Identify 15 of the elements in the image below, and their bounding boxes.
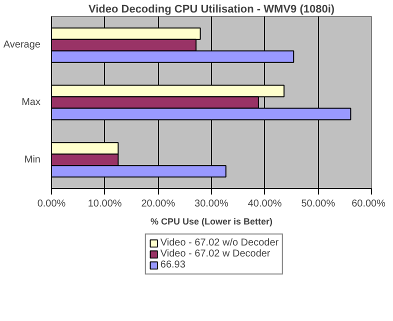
x-tick-label: 30.00% <box>194 198 229 210</box>
y-tick-label: Average <box>3 40 41 51</box>
legend-label: 66.93 <box>160 260 186 270</box>
x-tick-label: 0.00% <box>37 198 66 210</box>
chart-title: Video Decoding CPU Utilisation - WMV9 (1080i) <box>88 4 335 16</box>
legend-label: Video - 67.02 w Decoder <box>160 248 270 260</box>
x-tick-label: 60.00% <box>352 198 386 210</box>
x-tick-label: 10.00% <box>88 198 122 210</box>
y-tick-label: Max <box>22 97 41 108</box>
y-tick-label: Min <box>24 154 41 166</box>
x-tick-label: 40.00% <box>248 198 282 210</box>
legend-label: Video - 67.02 w/o Decoder <box>160 238 279 248</box>
x-axis-title: % CPU Use (Lower is Better) <box>150 216 273 226</box>
x-tick-label: 50.00% <box>301 198 336 210</box>
x-tick-label: 20.00% <box>141 198 176 210</box>
